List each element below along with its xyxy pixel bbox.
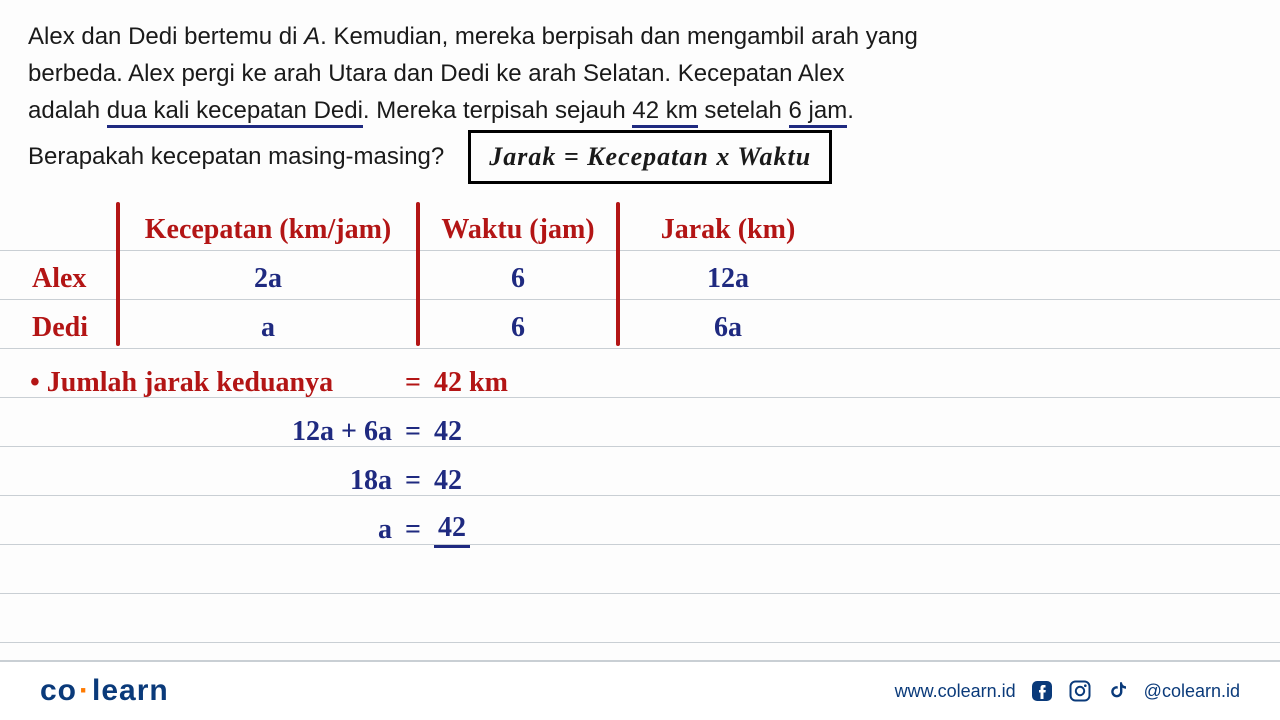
cell-alex-time: 6 bbox=[418, 255, 618, 304]
col-header-time: Waktu (jam) bbox=[418, 206, 618, 255]
table-corner bbox=[28, 206, 118, 255]
t: Alex dan Dedi bertemu di bbox=[28, 23, 304, 50]
underline-time: 6 jam bbox=[789, 97, 848, 128]
t: . Mereka terpisah sejauh bbox=[363, 97, 632, 124]
t: . bbox=[847, 97, 854, 124]
footer-url[interactable]: www.colearn.id bbox=[895, 681, 1016, 702]
formula-text: Jarak = Kecepatan x Waktu bbox=[489, 142, 811, 171]
t: adalah bbox=[28, 97, 107, 124]
step-lhs: 18a bbox=[28, 465, 398, 497]
blank-row bbox=[28, 604, 1252, 653]
logo-part-learn: learn bbox=[92, 674, 169, 707]
underline-phrase: dua kali kecepatan Dedi bbox=[107, 97, 363, 128]
problem-line-3: adalah dua kali kecepatan Dedi. Mereka t… bbox=[28, 92, 1252, 129]
step-lhs: 12a + 6a bbox=[28, 416, 398, 448]
t: setelah bbox=[698, 97, 789, 124]
table-sep bbox=[416, 202, 420, 346]
step-rhs-value: 42 bbox=[434, 512, 470, 548]
step-rhs: 42 bbox=[428, 512, 1252, 548]
work-step-1: 12a + 6a = 42 bbox=[28, 408, 1252, 457]
formula-box: Jarak = Kecepatan x Waktu bbox=[468, 130, 832, 184]
tiktok-icon[interactable] bbox=[1106, 679, 1130, 703]
equals: = bbox=[398, 514, 428, 546]
table-sep bbox=[116, 202, 120, 346]
table-sep bbox=[616, 202, 620, 346]
logo: co·learn bbox=[40, 674, 169, 708]
question-text: Berapakah kecepatan masing-masing? bbox=[28, 138, 444, 175]
problem-line-1: Alex dan Dedi bertemu di A. Kemudian, me… bbox=[28, 18, 1252, 55]
logo-part-co: co bbox=[40, 674, 77, 707]
problem-text: Alex dan Dedi bertemu di A. Kemudian, me… bbox=[28, 18, 1252, 184]
logo-dot: · bbox=[77, 674, 92, 707]
cell-alex-dist: 12a bbox=[618, 255, 838, 304]
work-steps: • Jumlah jarak keduanya = 42 km 12a + 6a… bbox=[28, 359, 1252, 653]
work-step-3: a = 42 bbox=[28, 506, 1252, 555]
data-table: Kecepatan (km/jam) Waktu (jam) Jarak (km… bbox=[28, 198, 1252, 353]
problem-line-2: berbeda. Alex pergi ke arah Utara dan De… bbox=[28, 55, 1252, 92]
underline-distance: 42 km bbox=[632, 97, 697, 128]
cell-alex-speed: 2a bbox=[118, 255, 418, 304]
cell-dedi-speed: a bbox=[118, 304, 418, 353]
row-label-alex: Alex bbox=[28, 255, 118, 304]
cell-dedi-dist: 6a bbox=[618, 304, 838, 353]
bullet-rhs: 42 km bbox=[428, 367, 1252, 399]
worked-solution: Kecepatan (km/jam) Waktu (jam) Jarak (km… bbox=[28, 198, 1252, 653]
footer-right: www.colearn.id @colearn.id bbox=[895, 679, 1240, 703]
facebook-icon[interactable] bbox=[1030, 679, 1054, 703]
equals: = bbox=[398, 416, 428, 448]
bullet-label: • Jumlah jarak keduanya bbox=[28, 367, 398, 399]
point-a: A bbox=[304, 23, 320, 50]
equals: = bbox=[398, 367, 428, 399]
col-header-speed: Kecepatan (km/jam) bbox=[118, 206, 418, 255]
work-step-2: 18a = 42 bbox=[28, 457, 1252, 506]
row-label-dedi: Dedi bbox=[28, 304, 118, 353]
instagram-icon[interactable] bbox=[1068, 679, 1092, 703]
step-rhs: 42 bbox=[428, 416, 1252, 448]
step-lhs: a bbox=[28, 514, 398, 546]
step-rhs: 42 bbox=[428, 465, 1252, 497]
work-bullet-row: • Jumlah jarak keduanya = 42 km bbox=[28, 359, 1252, 408]
equals: = bbox=[398, 465, 428, 497]
footer-handle[interactable]: @colearn.id bbox=[1144, 681, 1240, 702]
col-header-dist: Jarak (km) bbox=[618, 206, 838, 255]
footer: co·learn www.colearn.id @colearn.id bbox=[0, 660, 1280, 720]
t: . Kemudian, mereka berpisah dan mengambi… bbox=[320, 23, 918, 50]
cell-dedi-time: 6 bbox=[418, 304, 618, 353]
blank-row bbox=[28, 555, 1252, 604]
problem-line-4: Berapakah kecepatan masing-masing? Jarak… bbox=[28, 130, 1252, 184]
